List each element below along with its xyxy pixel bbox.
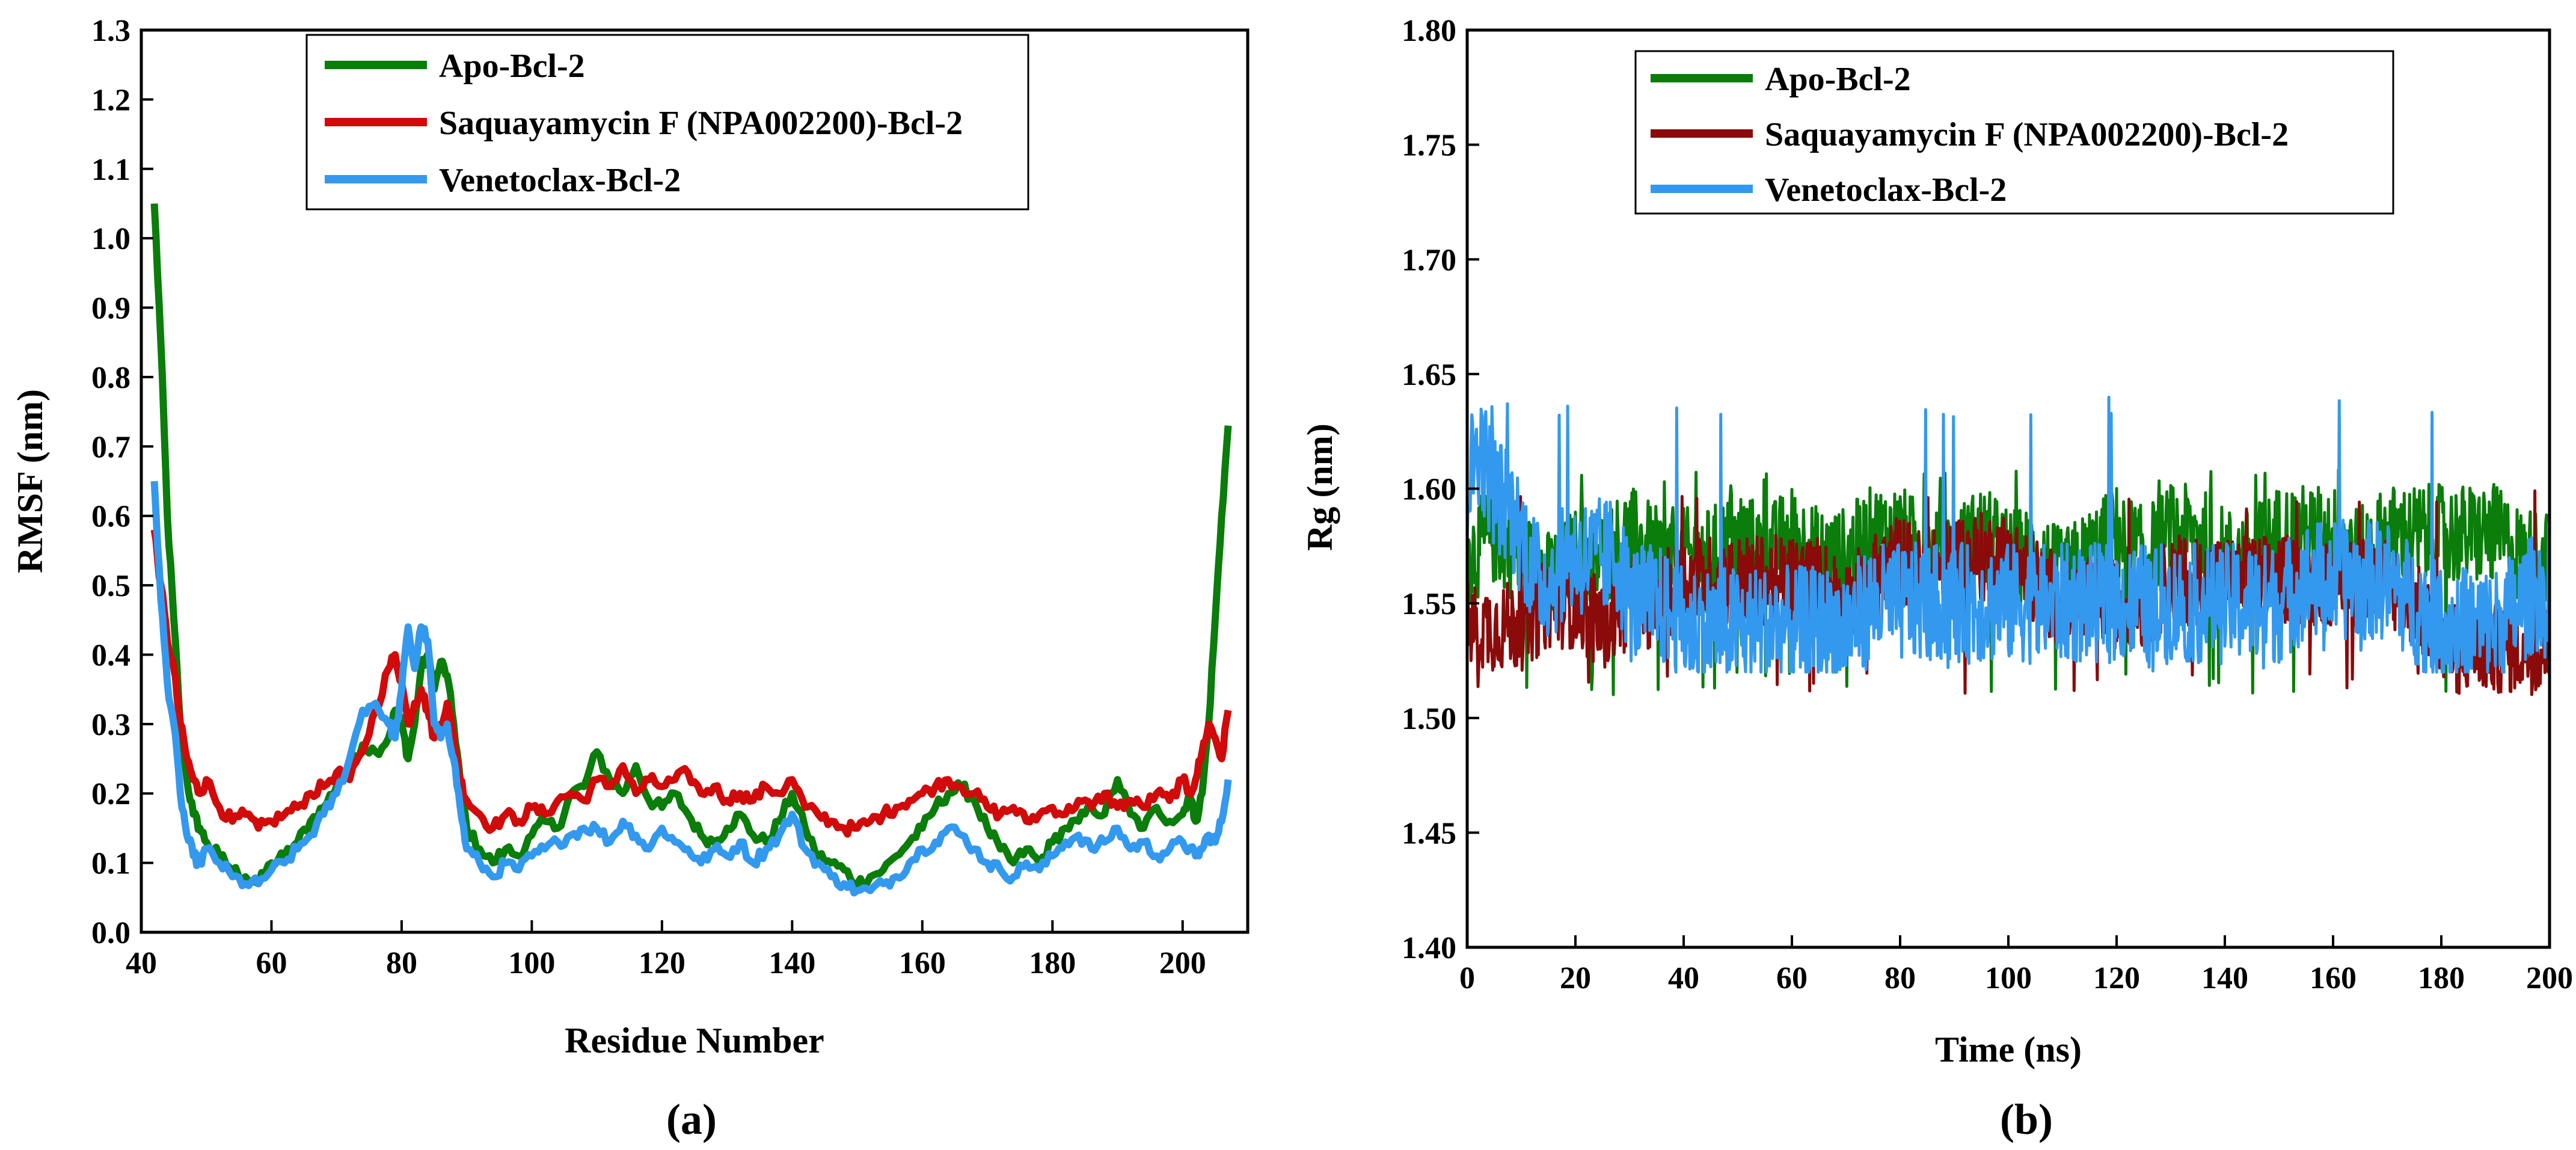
rg-x-tick-label: 120 [2093,961,2140,995]
rmsf-x-tick-label: 160 [899,946,946,980]
rg-x-tick-label: 140 [2201,961,2248,995]
rg-legend-box [1634,50,2394,215]
rg-y-tick-label: 1.50 [1402,702,1456,736]
rg-y-axis-label: Rg (nm) [1300,423,1340,551]
rg-legend-venetoclax: Venetoclax-Bcl-2 [1765,171,2007,209]
rmsf-y-tick-label: 0.7 [91,430,130,464]
rmsf-y-tick-label: 1.0 [91,222,130,256]
rmsf-x-tick-label: 80 [386,946,417,980]
rg-x-tick-label: 40 [1668,961,1699,995]
rmsf-y-axis-label: RMSF (nm) [10,389,50,573]
rmsf-x-axis-label: Residue Number [565,1021,824,1060]
rg-x-tick-label: 200 [2526,961,2573,995]
rg-x-tick-label: 160 [2310,961,2357,995]
rg-legend: Apo-Bcl-2 Saquayamycin F (NPA002200)-Bcl… [1634,50,2394,215]
rmsf-y-tick-label: 0.2 [91,777,130,811]
rg-y-tick-label: 1.40 [1402,931,1456,965]
rmsf-line-venetoclax-bcl-2 [150,481,1232,897]
rg-ticks: 0 20 40 60 80 100 120 140 160 180 200 1.40 1.45 1.50 1… [1402,14,2573,995]
rmsf-x-tick-label: 120 [639,946,685,980]
rmsf-y-tick-label: 0.0 [91,916,130,950]
rmsf-x-tick-label: 100 [508,946,555,980]
rmsf-plot-frame [140,28,1250,934]
rg-x-tick-label: 180 [2418,961,2465,995]
rmsf-y-tick-label: 0.3 [91,708,130,742]
rmsf-x-tick-label: 40 [126,946,157,980]
rmsf-line-saquayamycin-f-npa002200-bcl-2 [150,529,1232,838]
rmsf-y-tick-label: 1.1 [91,153,130,187]
rmsf-y-tick-label: 1.3 [91,14,130,48]
rmsf-y-tick-label: 0.6 [91,500,130,534]
rg-y-tick-label: 1.45 [1402,816,1456,850]
rmsf-x-tick-label: 60 [256,946,287,980]
rmsf-legend-saquayamycin: Saquayamycin F (NPA002200)-Bcl-2 [439,105,963,142]
rmsf-y-tick-label: 0.1 [91,847,130,881]
rg-x-tick-label: 60 [1776,961,1808,995]
rg-line-venetoclax-bcl-2 [1465,396,2551,674]
rmsf-chart: 40 60 80 100 120 140 160 180 200 0.0 0.1 0.2 0.3 0.4 0… [10,14,1250,1143]
rg-y-tick-label: 1.60 [1402,473,1456,507]
rmsf-legend-venetoclax: Venetoclax-Bcl-2 [439,162,681,199]
rg-y-tick-label: 1.65 [1402,358,1456,392]
rmsf-y-tick-label: 0.5 [91,569,130,603]
rmsf-ticks: 40 60 80 100 120 140 160 180 200 0.0 0.1 0.2 0.3 0.4 0… [91,14,1206,980]
rg-x-axis-label: Time (ns) [1935,1030,2082,1069]
rmsf-x-tick-label: 200 [1159,946,1206,980]
rmsf-legend: Apo-Bcl-2 Saquayamycin F (NPA002200)-Bcl… [305,34,1029,211]
rmsf-y-tick-label: 0.8 [91,361,130,395]
rmsf-panel-label: (a) [666,1095,717,1143]
rg-chart: 0 20 40 60 80 100 120 140 160 180 200 1.40 1.45 1.50 1… [1300,14,2573,1143]
rg-panel-label: (b) [2000,1095,2053,1143]
rmsf-y-tick-label: 1.2 [91,83,130,117]
rmsf-series-layer [150,203,1232,897]
rg-x-tick-label: 100 [1985,961,2032,995]
rg-y-tick-label: 1.70 [1402,243,1456,277]
rmsf-x-tick-label: 180 [1029,946,1076,980]
rg-y-tick-label: 1.75 [1402,129,1456,163]
rg-series-layer [1465,396,2551,696]
rg-legend-apo: Apo-Bcl-2 [1765,61,1911,98]
rmsf-line-apo-bcl-2 [150,203,1232,890]
rg-y-tick-label: 1.55 [1402,587,1456,621]
rmsf-y-tick-label: 0.4 [91,638,130,672]
rg-y-tick-label: 1.80 [1402,14,1456,48]
rmsf-legend-apo: Apo-Bcl-2 [439,48,585,85]
rg-x-tick-label: 80 [1884,961,1916,995]
rg-x-tick-label: 20 [1560,961,1591,995]
rmsf-y-tick-label: 0.9 [91,292,130,326]
rg-x-tick-label: 0 [1459,961,1475,995]
rmsf-x-tick-label: 140 [768,946,815,980]
rg-legend-saquayamycin: Saquayamycin F (NPA002200)-Bcl-2 [1765,116,2289,153]
